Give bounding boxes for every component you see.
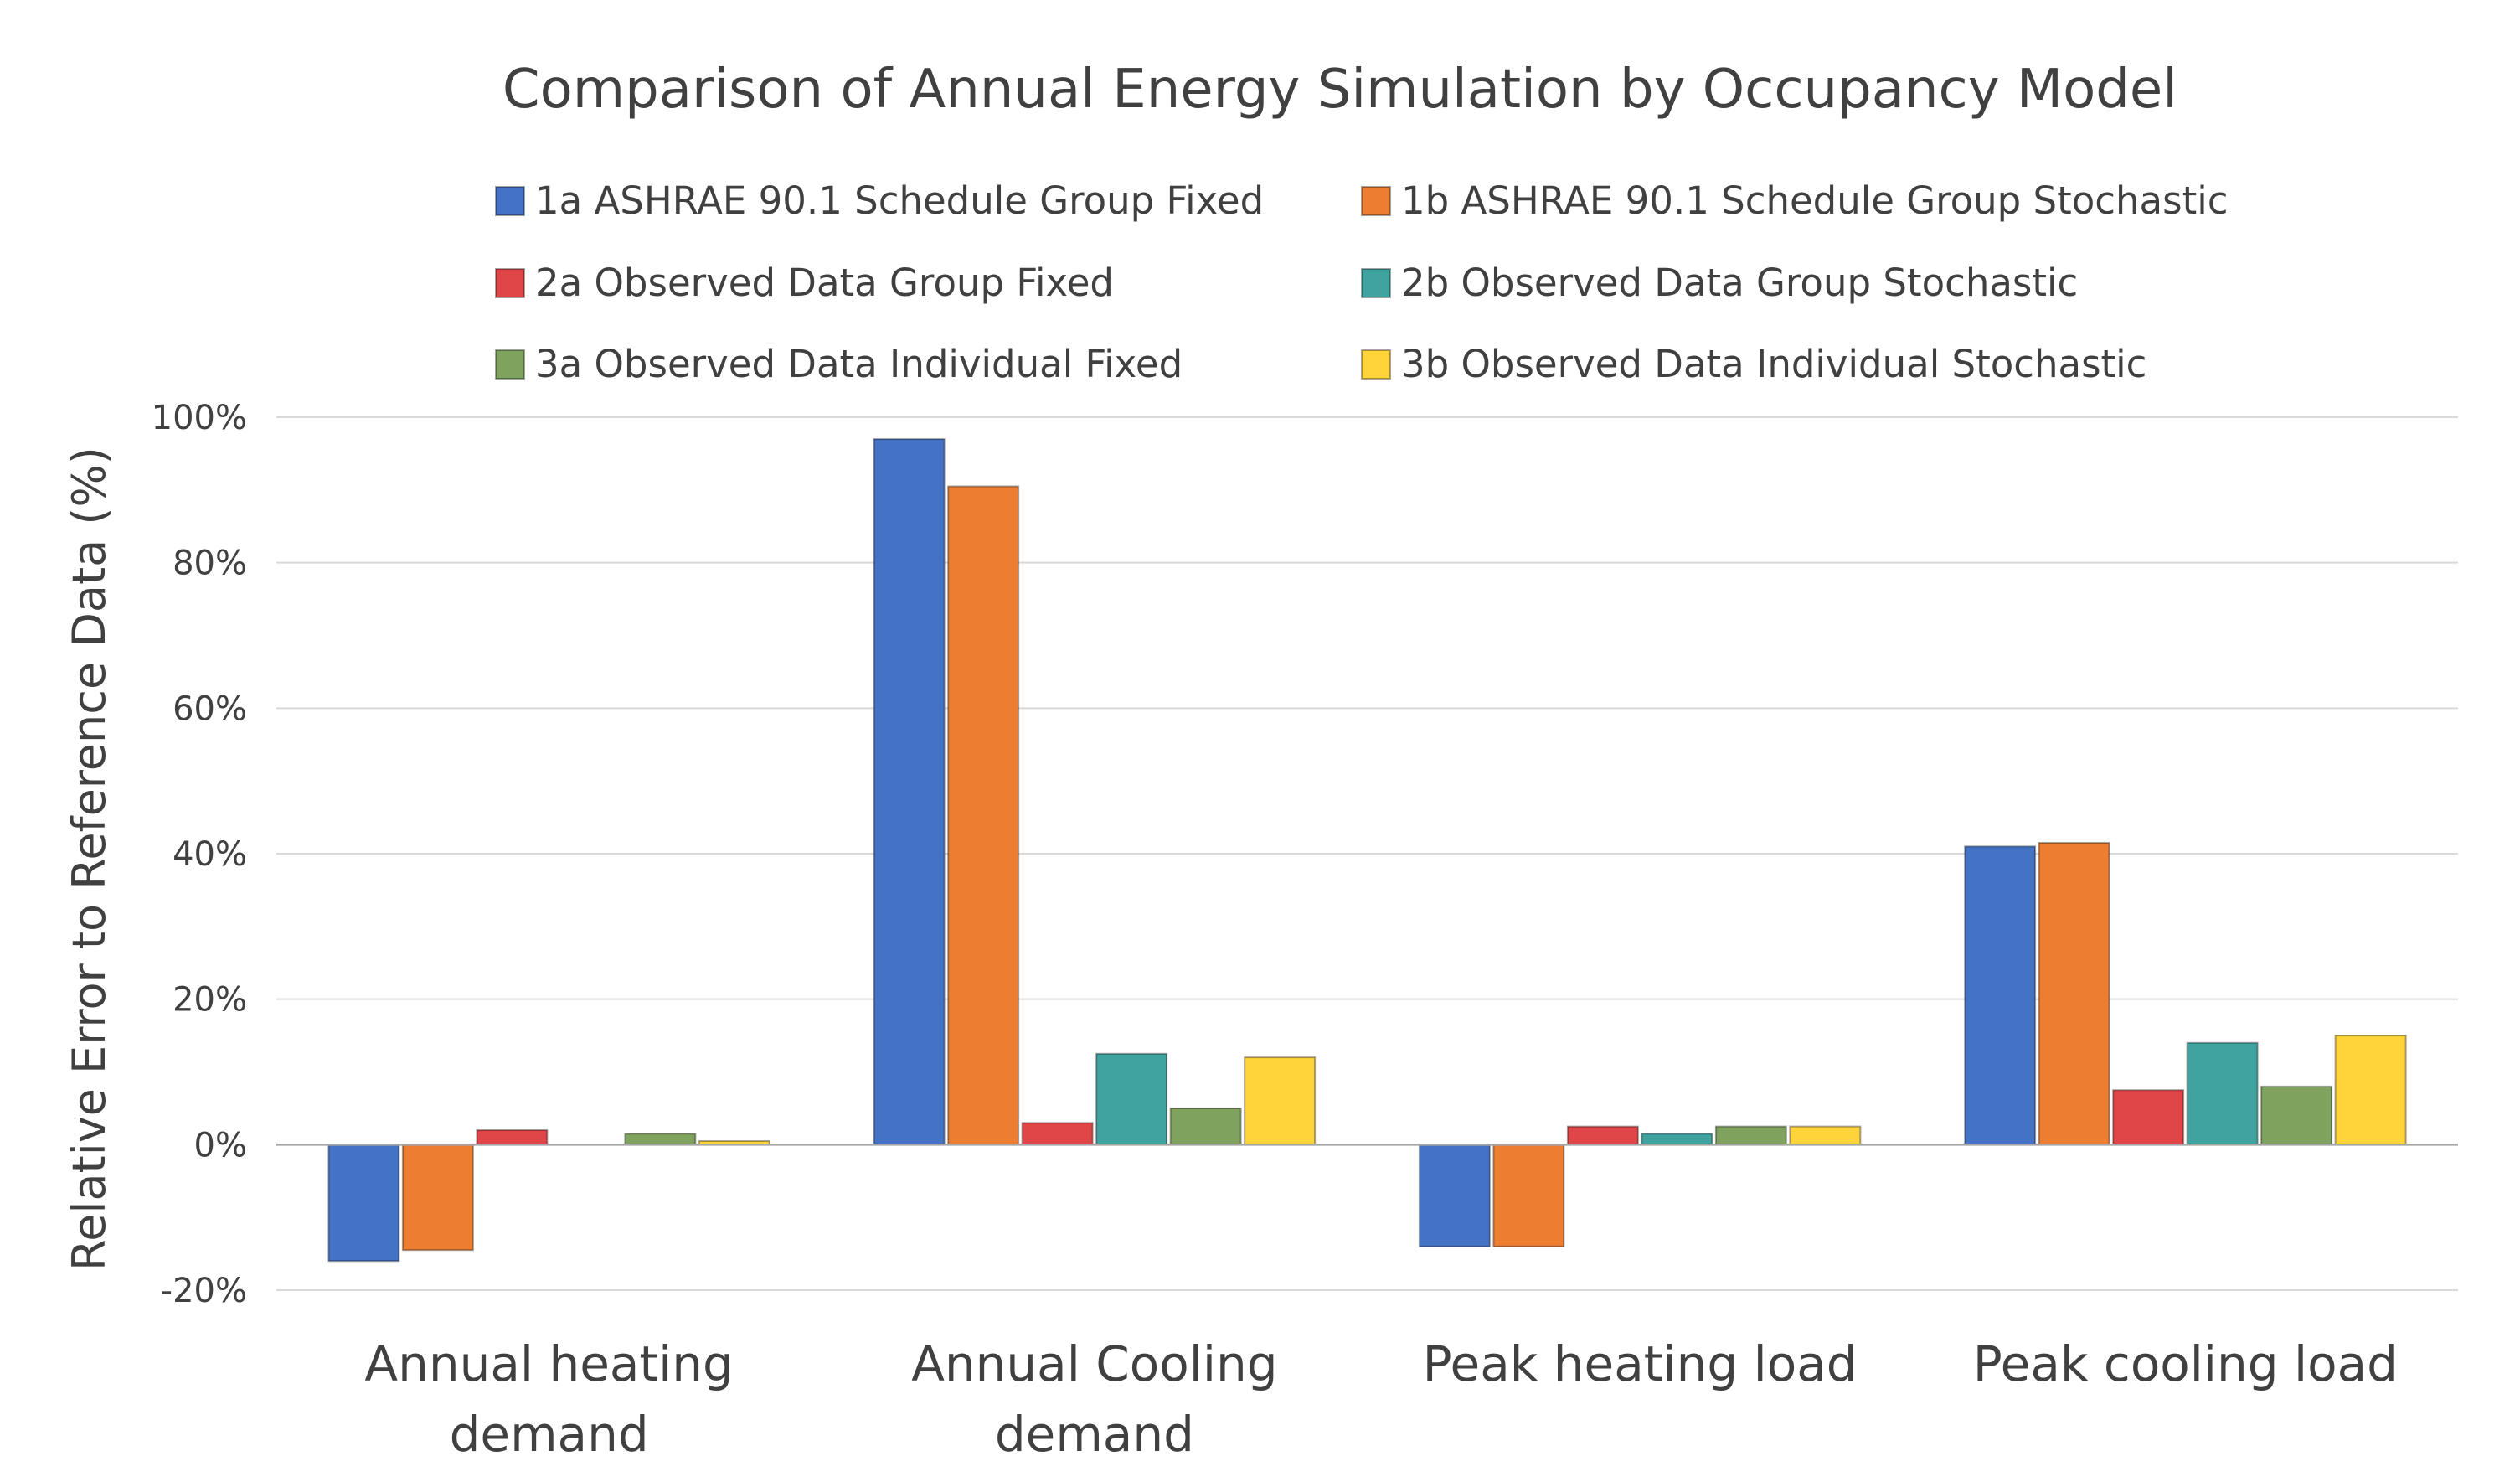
x-category-label-line: demand [995, 1406, 1194, 1463]
bar [1714, 1125, 1787, 1146]
bar [1169, 1107, 1242, 1146]
legend-swatch [1361, 268, 1391, 298]
legend-item: 3b Observed Data Individual Stochastic [1361, 342, 2146, 386]
bar [947, 485, 1020, 1146]
legend-swatch [495, 186, 525, 216]
bar [1244, 1056, 1317, 1146]
legend-item: 2b Observed Data Group Stochastic [1361, 261, 2078, 305]
legend-swatch [495, 349, 525, 380]
bar [2186, 1041, 2259, 1146]
bar [1789, 1125, 1862, 1146]
legend-item: 1a ASHRAE 90.1 Schedule Group Fixed [495, 178, 1264, 223]
legend-swatch [1361, 349, 1391, 380]
bar [873, 438, 946, 1146]
bar [1418, 1144, 1491, 1247]
legend-label: 1b ASHRAE 90.1 Schedule Group Stochastic [1401, 178, 2228, 223]
x-category-label-line: Annual Cooling [911, 1335, 1277, 1392]
legend-label: 3a Observed Data Individual Fixed [535, 342, 1183, 386]
bar [1095, 1052, 1168, 1146]
bar [2038, 841, 2110, 1146]
x-category-label: Peak heating load [1423, 1335, 1858, 1392]
y-tick-label: 80% [173, 545, 247, 583]
bar [401, 1144, 474, 1252]
legend-item: 1b ASHRAE 90.1 Schedule Group Stochastic [1361, 178, 2228, 223]
bar [1492, 1144, 1565, 1247]
bar [1964, 845, 2037, 1146]
y-tick-label: 20% [173, 981, 247, 1020]
y-tick-label: 0% [194, 1126, 247, 1164]
bar [327, 1144, 400, 1263]
legend-label: 1a ASHRAE 90.1 Schedule Group Fixed [535, 178, 1264, 223]
x-category-label: Annual Cooling demand [911, 1335, 1277, 1463]
bar [1566, 1125, 1639, 1146]
legend: 1a ASHRAE 90.1 Schedule Group Fixed 1b AS… [495, 178, 2228, 386]
bars [327, 438, 2407, 1263]
legend-item: 2a Observed Data Group Fixed [495, 261, 1114, 305]
legend-label: 3b Observed Data Individual Stochastic [1401, 342, 2146, 386]
legend-item: 3a Observed Data Individual Fixed [495, 342, 1183, 386]
x-category-label: Peak cooling load [1973, 1335, 2398, 1392]
y-axis-ticks: 100% 80% 60% 40% 20% 0% -20% [152, 399, 247, 1310]
x-axis-labels: Annual heating demand Annual Cooling demand… [364, 1335, 2398, 1463]
y-tick-label: -20% [161, 1272, 247, 1310]
bar [1021, 1122, 1094, 1146]
bar [1641, 1133, 1713, 1146]
x-category-label-line: Annual heating [364, 1335, 733, 1392]
y-tick-label: 60% [173, 689, 247, 728]
legend-label: 2a Observed Data Group Fixed [535, 261, 1114, 305]
bar [2112, 1089, 2185, 1146]
bar [476, 1128, 549, 1146]
bar [2260, 1085, 2333, 1146]
bar [624, 1133, 697, 1146]
legend-label: 2b Observed Data Group Stochastic [1401, 261, 2078, 305]
x-category-label: Annual heating demand [364, 1335, 733, 1463]
bar [2334, 1035, 2407, 1146]
legend-swatch [495, 268, 525, 298]
x-category-label-line: Peak cooling load [1973, 1335, 2398, 1392]
gridlines [276, 416, 2458, 1291]
chart-title: Comparison of Annual Energy Simulation b… [502, 59, 2177, 121]
x-category-label-line: Peak heating load [1423, 1335, 1858, 1392]
y-axis-title: Relative Error to Reference Data (%) [63, 447, 116, 1271]
y-tick-label: 40% [173, 835, 247, 874]
legend-swatch [1361, 186, 1391, 216]
x-category-label-line: demand [450, 1406, 649, 1463]
y-tick-label: 100% [152, 399, 247, 437]
